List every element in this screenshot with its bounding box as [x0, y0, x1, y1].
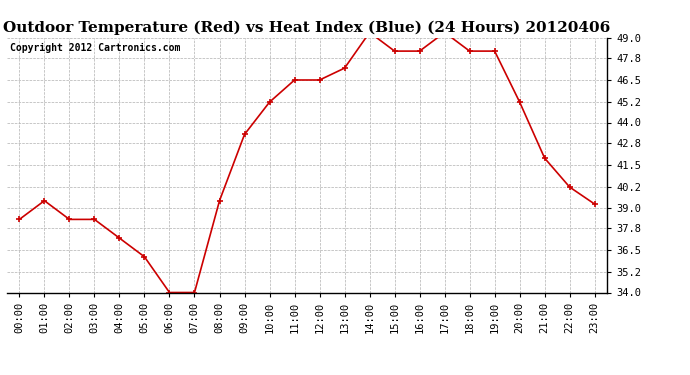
Title: Outdoor Temperature (Red) vs Heat Index (Blue) (24 Hours) 20120406: Outdoor Temperature (Red) vs Heat Index …: [3, 21, 611, 35]
Text: Copyright 2012 Cartronics.com: Copyright 2012 Cartronics.com: [10, 43, 180, 52]
